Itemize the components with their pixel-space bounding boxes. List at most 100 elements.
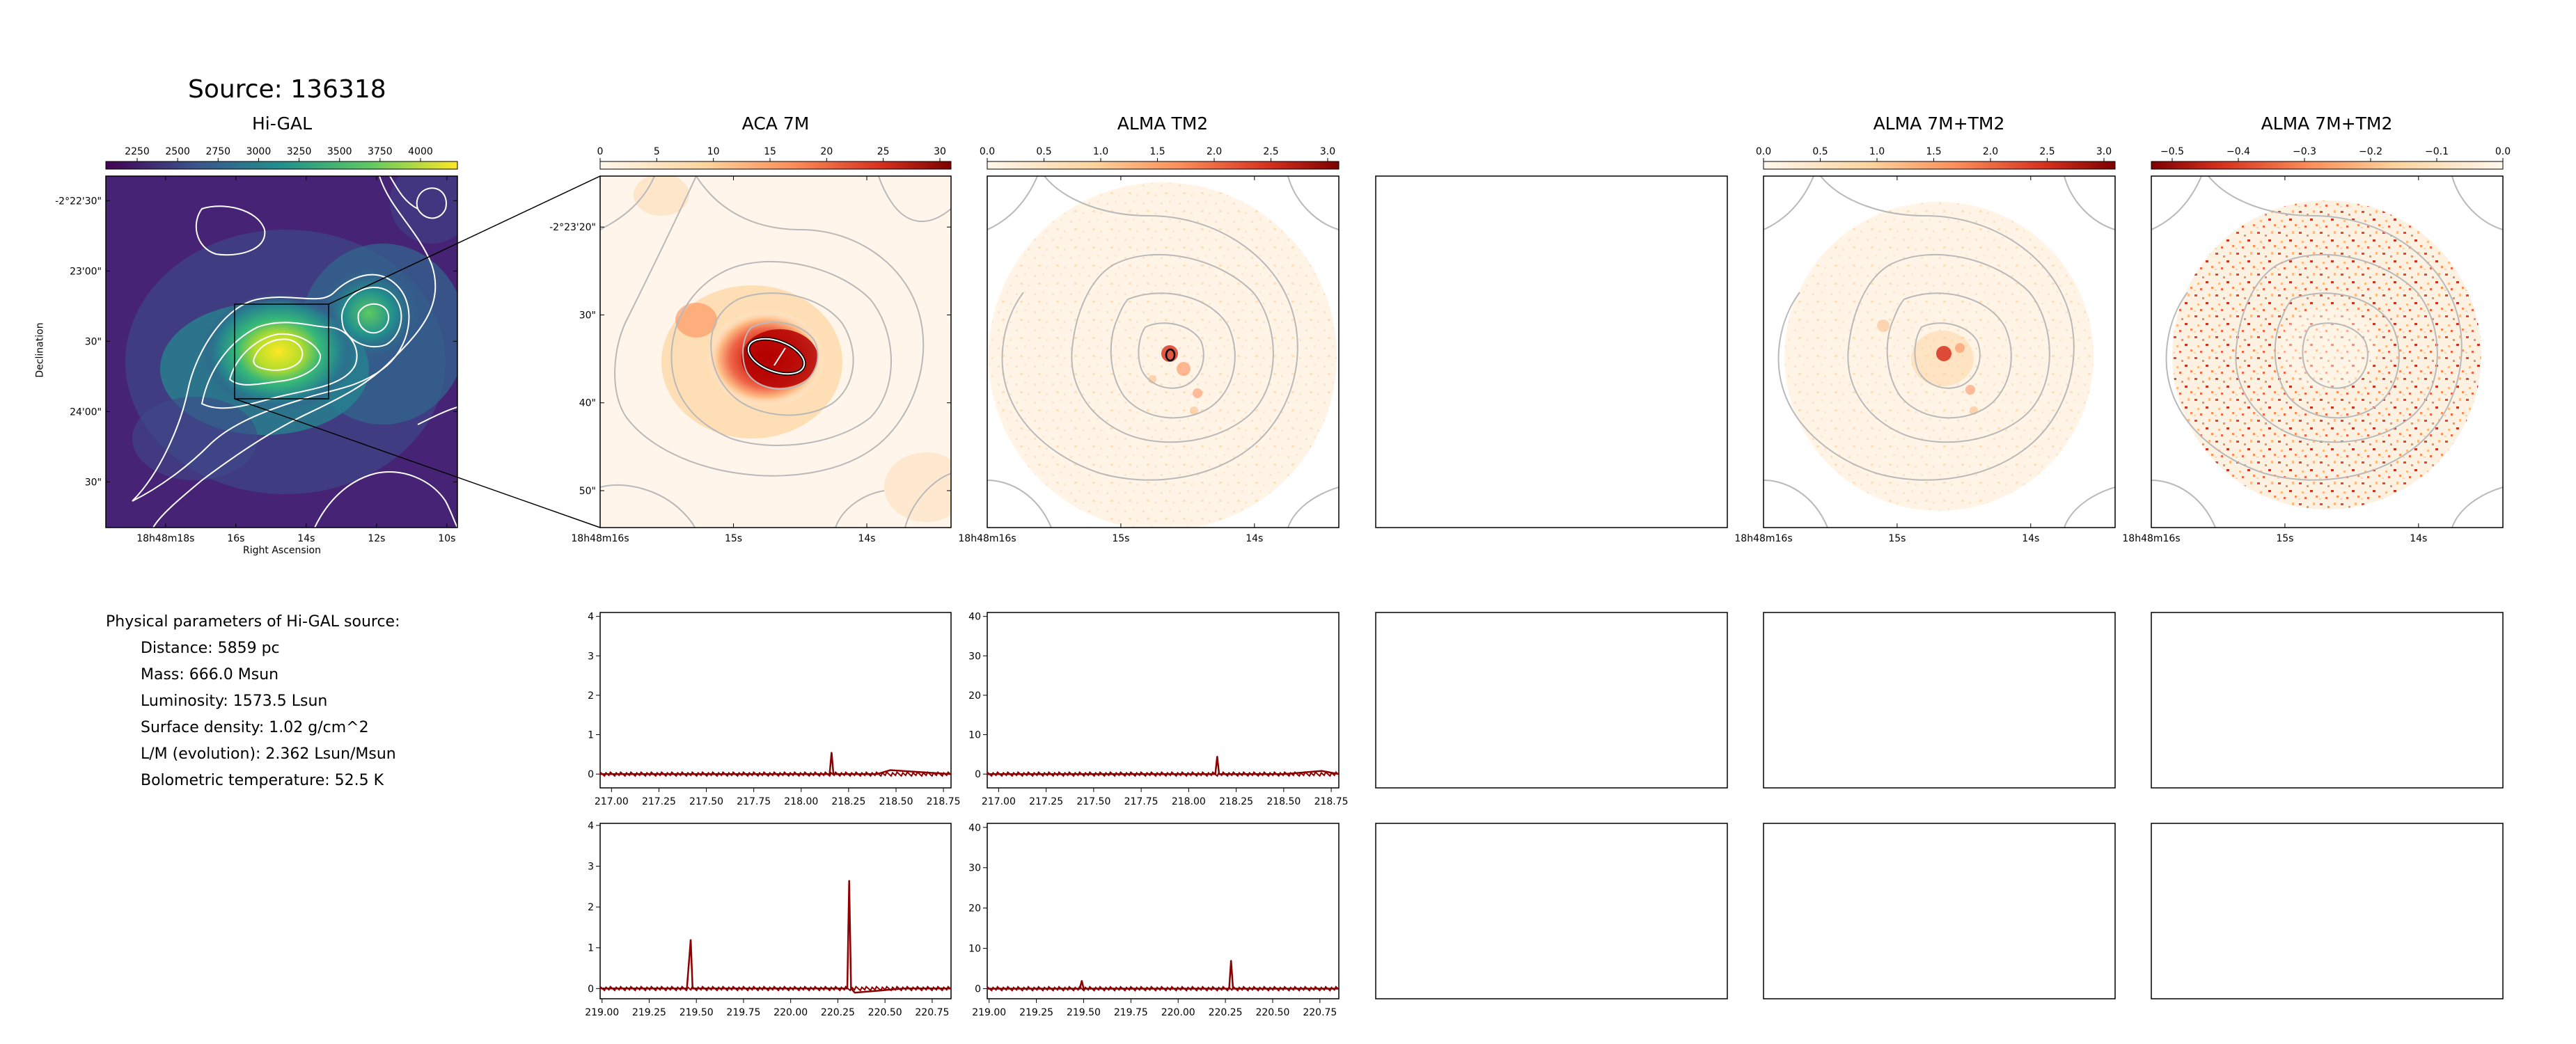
param-luminosity: Luminosity: 1573.5 Lsun — [141, 693, 328, 710]
x-tick-label: 15s — [1112, 533, 1129, 544]
y-tick-label: -2°23'20" — [549, 222, 596, 233]
spectrum-y-tick-label: 30 — [968, 651, 981, 662]
spectrum-x-tick-label: 219.50 — [680, 1007, 714, 1018]
spectrum-point — [890, 769, 891, 771]
empty-spectrum-panel — [1375, 823, 1728, 999]
spectrum-point — [658, 988, 659, 990]
spectrum-x-tick-label: 217.50 — [689, 796, 723, 807]
spectrum-point — [1083, 988, 1085, 990]
spectrum-point — [599, 773, 601, 775]
spectrum-x-tick-label: 217.75 — [737, 796, 771, 807]
spectrum-point — [1214, 773, 1216, 775]
colorbar-tick-label: 3500 — [327, 146, 352, 157]
colorbar-tick-label: 1.0 — [1869, 146, 1885, 157]
spectrum-y-tick-label: 10 — [968, 730, 981, 741]
spectrum-x-tick-label: 219.00 — [972, 1007, 1006, 1018]
empty-spectrum-panel — [2151, 612, 2504, 789]
spectrum-point — [599, 988, 601, 990]
spectra-aca-lower-panel: 219.00 219.25 219.50 219.75 220.00 220.25 220.… — [585, 821, 952, 1018]
param-lm: L/M (evolution): 2.362 Lsun/Msun — [141, 745, 396, 763]
y-tick-label: 30" — [579, 310, 596, 321]
spectrum-y-tick-label: 3 — [588, 651, 594, 662]
combo-contours — [1764, 176, 2115, 528]
colorbar-tick-label: 10 — [707, 146, 720, 157]
combo-panel: 0.0 0.5 1.0 1.5 2.0 2.5 3.0 18h48m16s 15s — [1734, 146, 2116, 544]
colorbar-tick-label: 1.5 — [1926, 146, 1941, 157]
spectrum-point — [1291, 988, 1292, 990]
x-tick-label: 14s — [2410, 533, 2427, 544]
aca-colorbar: 0 5 10 15 20 25 30 — [597, 146, 952, 170]
y-tick-label: 40" — [579, 398, 596, 409]
tm2-image — [987, 176, 1339, 528]
empty-spectrum-panel — [2151, 823, 2504, 999]
colorbar-tick-label: −0.5 — [2160, 146, 2184, 157]
spectrum-point — [903, 988, 905, 990]
x-tick-label: 14s — [858, 533, 875, 544]
colorbar-tick-label: 2750 — [205, 146, 230, 157]
spectrum-y-tick-label: 2 — [588, 902, 594, 913]
spectrum-x-tick-label: 218.25 — [1219, 796, 1253, 807]
spectrum-point — [686, 773, 689, 775]
spectrum-y-tick-label: 4 — [588, 821, 594, 832]
spectrum-point — [790, 988, 792, 990]
colorbar-tick-label: 4000 — [408, 146, 433, 157]
x-tick-label: 15s — [2276, 533, 2293, 544]
spectrum-point — [1230, 960, 1232, 961]
spectrum-x-tick-label: 219.50 — [1067, 1007, 1101, 1018]
x-tick-label: 14s — [1246, 533, 1263, 544]
spectrum-x-tick-label: 218.75 — [1314, 796, 1349, 807]
spectrum-point — [850, 988, 852, 990]
spectrum-x-tick-label: 217.00 — [595, 796, 629, 807]
spectrum-x-tick-label: 220.75 — [915, 1007, 949, 1018]
spectrum-point — [1140, 988, 1141, 990]
spectrum-point — [691, 988, 693, 990]
combo-image — [1764, 176, 2115, 528]
spectrum-x-tick-label: 219.75 — [726, 1007, 760, 1018]
y-tick-label: 23'00" — [70, 266, 102, 277]
x-tick-label: 16s — [227, 533, 244, 544]
spectrum-x-tick-label: 218.50 — [879, 796, 913, 807]
spectrum-x-tick-label: 219.25 — [1019, 1007, 1053, 1018]
spectrum-y-tick-label: 30 — [968, 863, 981, 874]
higal-image — [106, 176, 457, 528]
spectrum-point — [1321, 770, 1323, 772]
spectrum-point — [1338, 988, 1340, 990]
spectrum-x-tick-label: 220.50 — [1255, 1007, 1289, 1018]
spectrum-x-tick-label: 220.25 — [1209, 1007, 1243, 1018]
spectrum-x-tick-label: 218.00 — [784, 796, 818, 807]
spectrum-x-tick-label: 218.75 — [927, 796, 961, 807]
param-tbol: Bolometric temperature: 52.5 K — [141, 772, 384, 789]
y-tick-label: 30" — [85, 336, 102, 347]
x-tick-label: 14s — [2022, 533, 2039, 544]
colorbar-tick-label: 3000 — [246, 146, 272, 157]
colorbar-tick-label: 30 — [934, 146, 946, 157]
colorbar-tick-label: 0.0 — [980, 146, 995, 157]
aca-image — [600, 176, 951, 528]
tm2-panel: 0.0 0.5 1.0 1.5 2.0 2.5 3.0 18h48m16s 15s — [958, 146, 1340, 544]
x-tick-label: 10s — [438, 533, 455, 544]
colorbar-tick-label: 15 — [764, 146, 776, 157]
tm2-title: ALMA TM2 — [1117, 113, 1209, 134]
spectrum-point — [1283, 773, 1285, 775]
spectra-aca-upper-panel: 217.00 217.25 217.50 217.75 218.00 218.25 218.… — [588, 612, 961, 807]
spectrum-x-tick-label: 217.50 — [1076, 796, 1110, 807]
residual-image — [2151, 176, 2503, 528]
spectrum-point — [831, 752, 833, 753]
colorbar-tick-label: 2500 — [165, 146, 190, 157]
spectrum-y-tick-label: 2 — [588, 690, 594, 702]
spectrum-point — [1149, 773, 1152, 775]
colorbar-tick-label: 0.5 — [1036, 146, 1051, 157]
spectrum-point — [1338, 773, 1340, 775]
colorbar-tick-label: 0.0 — [1756, 146, 1771, 157]
param-distance: Distance: 5859 pc — [141, 640, 280, 657]
colorbar-tick-label: 20 — [820, 146, 833, 157]
spectrum-x-tick-label: 219.25 — [632, 1007, 666, 1018]
aca-panel: 0 5 10 15 20 25 30 — [549, 146, 952, 544]
spectrum-y-tick-label: 1 — [588, 943, 594, 954]
spectrum-x-tick-label: 217.25 — [1029, 796, 1063, 807]
spectra-tm2-upper-panel: 217.00 217.25 217.50 217.75 218.00 218.25 218.… — [968, 612, 1348, 807]
spectrum-point — [1196, 988, 1198, 990]
zoom-region-box — [234, 303, 329, 400]
params-header: Physical parameters of Hi-GAL source: — [106, 613, 400, 631]
